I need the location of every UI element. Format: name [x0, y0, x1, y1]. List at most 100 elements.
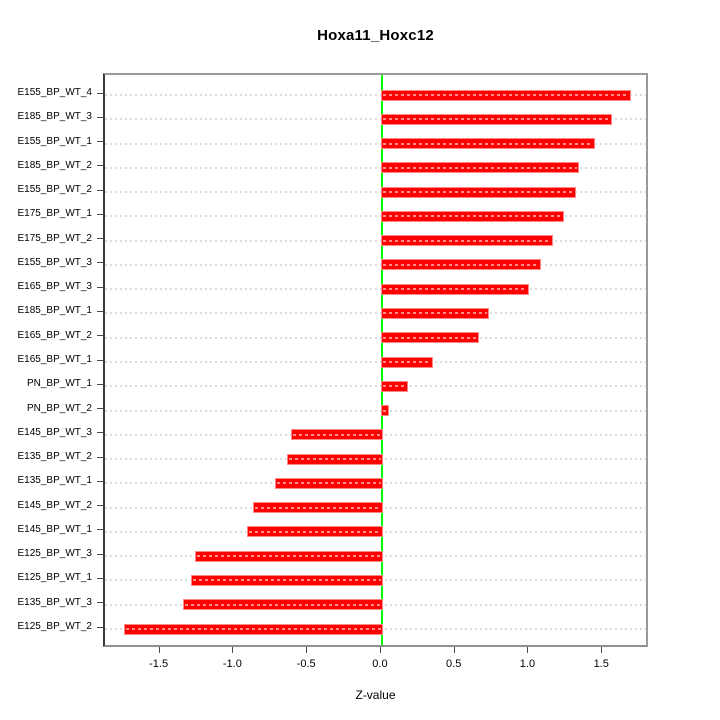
- y-label-E145_BP_WT_3: E145_BP_WT_3: [17, 426, 93, 438]
- x-tick: [453, 647, 455, 653]
- x-tick: [306, 647, 308, 653]
- bar-E185_BP_WT_3: [380, 113, 612, 125]
- bar-E125_BP_WT_1: [190, 574, 383, 586]
- y-tick: [97, 262, 103, 264]
- bar-E135_BP_WT_3: [183, 599, 383, 611]
- gridline: [105, 288, 646, 291]
- y-tick: [97, 165, 103, 167]
- bar-E145_BP_WT_3: [290, 429, 383, 441]
- bar-E135_BP_WT_1: [274, 477, 383, 489]
- y-label-E185_BP_WT_2: E185_BP_WT_2: [17, 159, 93, 171]
- y-tick: [97, 141, 103, 143]
- y-label-E135_BP_WT_3: E135_BP_WT_3: [17, 596, 93, 608]
- y-tick: [97, 238, 103, 240]
- bar-E155_BP_WT_2: [380, 186, 577, 198]
- gridline: [105, 385, 646, 388]
- y-label-E155_BP_WT_3: E155_BP_WT_3: [17, 256, 93, 268]
- y-tick: [97, 456, 103, 458]
- bar-E125_BP_WT_3: [195, 550, 383, 562]
- x-axis-title: Z-value: [355, 688, 396, 702]
- bar-E165_BP_WT_3: [380, 283, 529, 295]
- y-tick: [97, 92, 103, 94]
- y-label-E175_BP_WT_2: E175_BP_WT_2: [17, 232, 93, 244]
- y-tick: [97, 383, 103, 385]
- x-tick-label: -1.5: [149, 658, 169, 670]
- y-tick: [97, 505, 103, 507]
- y-label-E135_BP_WT_1: E135_BP_WT_1: [17, 475, 93, 487]
- y-tick: [97, 359, 103, 361]
- gridline: [105, 215, 646, 218]
- y-tick: [97, 480, 103, 482]
- gridline: [105, 263, 646, 266]
- y-label-E145_BP_WT_2: E145_BP_WT_2: [17, 499, 93, 511]
- x-tick-label: -0.5: [296, 658, 316, 670]
- x-tick-label: 1.0: [519, 658, 536, 670]
- gridline: [105, 191, 646, 194]
- y-tick: [97, 310, 103, 312]
- x-tick-label: 0.5: [446, 658, 462, 670]
- bar-E165_BP_WT_2: [380, 332, 479, 344]
- y-label-E125_BP_WT_1: E125_BP_WT_1: [17, 572, 93, 584]
- y-tick: [97, 626, 103, 628]
- y-label-E125_BP_WT_3: E125_BP_WT_3: [17, 548, 93, 560]
- y-tick: [97, 529, 103, 531]
- gridline: [105, 361, 646, 363]
- x-tick: [379, 647, 381, 653]
- gridline: [105, 166, 646, 169]
- bar-E135_BP_WT_2: [286, 453, 383, 465]
- bar-E155_BP_WT_1: [380, 138, 596, 150]
- y-tick: [97, 577, 103, 579]
- x-tick: [232, 647, 234, 653]
- y-tick: [97, 286, 103, 288]
- y-tick: [97, 602, 103, 604]
- gridline: [105, 409, 646, 412]
- y-label-E165_BP_WT_1: E165_BP_WT_1: [17, 354, 93, 365]
- y-label-E155_BP_WT_4: E155_BP_WT_4: [17, 87, 93, 98]
- x-tick-label: 0.0: [372, 658, 388, 670]
- bar-E165_BP_WT_1: [380, 356, 434, 368]
- gridline: [105, 239, 646, 242]
- y-tick: [97, 553, 103, 555]
- y-label-E165_BP_WT_2: E165_BP_WT_2: [17, 329, 93, 341]
- x-tick: [158, 647, 160, 653]
- y-label-E165_BP_WT_3: E165_BP_WT_3: [17, 281, 93, 293]
- bar-E145_BP_WT_1: [246, 526, 383, 538]
- x-tick: [601, 647, 603, 653]
- y-label-PN_BP_WT_1: PN_BP_WT_1: [26, 378, 92, 390]
- x-tick-label: 1.5: [593, 658, 609, 670]
- bar-E125_BP_WT_2: [124, 623, 383, 635]
- y-label-E155_BP_WT_1: E155_BP_WT_1: [17, 135, 93, 147]
- y-tick: [97, 189, 103, 191]
- gridline: [105, 312, 646, 315]
- gridline: [105, 336, 646, 339]
- bar-E175_BP_WT_2: [380, 235, 553, 247]
- y-label-PN_BP_WT_2: PN_BP_WT_2: [26, 402, 92, 414]
- y-label-E145_BP_WT_1: E145_BP_WT_1: [17, 523, 93, 535]
- y-label-E185_BP_WT_1: E185_BP_WT_1: [17, 305, 93, 317]
- bar-E155_BP_WT_3: [380, 259, 541, 271]
- y-label-E125_BP_WT_2: E125_BP_WT_2: [17, 621, 93, 632]
- y-tick: [97, 213, 103, 215]
- bar-E185_BP_WT_2: [380, 162, 580, 174]
- gridline: [105, 142, 646, 145]
- gridline: [105, 118, 646, 121]
- bar-E145_BP_WT_2: [252, 502, 383, 514]
- bar-PN_BP_WT_1: [380, 380, 408, 392]
- y-label-E175_BP_WT_1: E175_BP_WT_1: [17, 208, 93, 220]
- bar-E175_BP_WT_1: [380, 210, 565, 222]
- bar-E155_BP_WT_4: [380, 89, 631, 101]
- y-tick: [97, 116, 103, 118]
- bar-E185_BP_WT_1: [380, 307, 490, 319]
- y-label-E185_BP_WT_3: E185_BP_WT_3: [17, 111, 93, 123]
- y-label-E155_BP_WT_2: E155_BP_WT_2: [17, 184, 93, 196]
- chart-title: Hoxa11_Hoxc12: [317, 27, 434, 44]
- y-tick: [97, 432, 103, 434]
- x-tick: [527, 647, 529, 653]
- gridline: [105, 94, 646, 96]
- plot-area: [103, 73, 648, 647]
- bar-PN_BP_WT_2: [380, 405, 389, 417]
- x-tick-label: -1.0: [222, 658, 242, 670]
- y-label-E135_BP_WT_2: E135_BP_WT_2: [17, 451, 93, 463]
- y-tick: [97, 408, 103, 410]
